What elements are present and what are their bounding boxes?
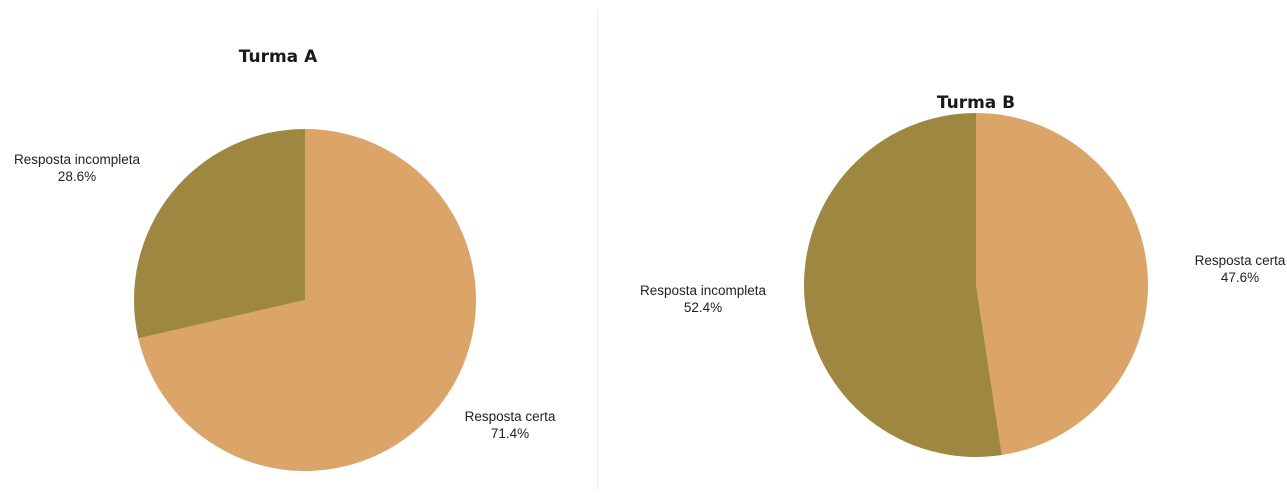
pie-slice-resposta-incompleta	[133, 129, 305, 339]
slice-label-text: Resposta certa	[464, 409, 556, 424]
chart-title: Turma B	[936, 93, 1016, 113]
pie-chart	[803, 113, 1148, 458]
pie-slice-resposta-incompleta	[803, 113, 1002, 458]
slice-value-text: 47.6%	[1220, 270, 1260, 285]
slice-value-text: 28.6%	[57, 169, 97, 184]
slice-label-text: Resposta incompleta	[13, 152, 141, 167]
slice-label-text: Resposta certa	[1194, 253, 1286, 268]
chart-panel-turma-a: Turma A Resposta certa 71.4% Resposta in…	[0, 0, 597, 497]
slice-value-text: 71.4%	[490, 426, 530, 441]
slice-label-resposta-incompleta: Resposta incompleta 52.4%	[640, 282, 766, 316]
pie-slice-resposta-certa	[976, 113, 1148, 456]
slice-label-resposta-incompleta: Resposta incompleta 28.6%	[14, 151, 140, 185]
pie-slice-resposta-certa	[138, 129, 477, 471]
slice-value-text: 52.4%	[683, 300, 723, 315]
slice-label-text: Resposta incompleta	[639, 283, 767, 298]
chart-title: Turma A	[238, 47, 318, 67]
chart-panel-turma-b: Turma B Resposta certa 47.6% Resposta in…	[598, 0, 1287, 497]
slice-label-resposta-certa: Resposta certa 47.6%	[1195, 252, 1286, 286]
pie-chart	[133, 129, 477, 471]
slice-label-resposta-certa: Resposta certa 71.4%	[465, 408, 556, 442]
panel-divider	[597, 10, 598, 490]
